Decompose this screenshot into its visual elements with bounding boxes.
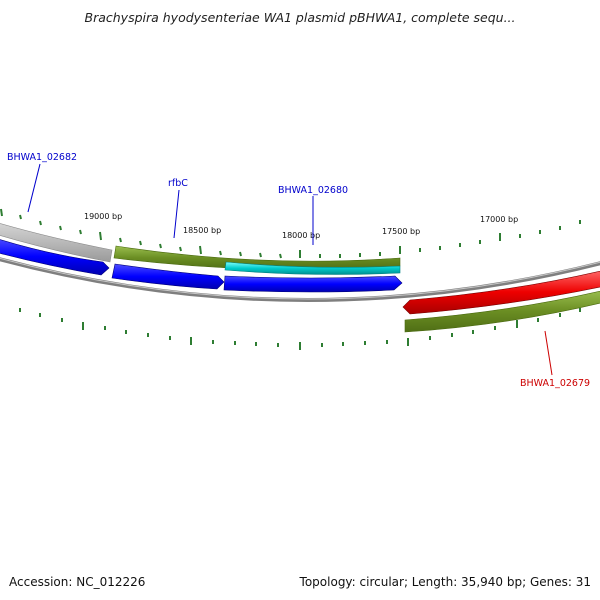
leader-line-rfbc — [173, 189, 180, 239]
gene-label-bhwa1-02680[interactable]: BHWA1_02680 — [278, 185, 348, 196]
leader-line-bhwa1-02679 — [544, 330, 553, 376]
scale-ticks-inner — [19, 308, 581, 350]
backbone-highlight — [0, 257, 600, 300]
gene-arc-cyan[interactable] — [224, 261, 401, 275]
gene-arrow-red[interactable] — [402, 270, 600, 315]
accession-label: Accession: NC_012226 — [9, 575, 146, 589]
gene-arrow-blue-3[interactable] — [223, 275, 403, 293]
scale-label-17000: 17000 bp — [480, 215, 518, 224]
gene-arrow-blue-2[interactable] — [111, 263, 225, 290]
backbone-circle — [0, 257, 600, 303]
scale-label-17500: 17500 bp — [382, 227, 420, 236]
map-title: Brachyspira hyodysenteriae WA1 plasmid p… — [84, 10, 516, 25]
gene-arrow-blue-1[interactable] — [0, 238, 110, 276]
topology-summary: Topology: circular; Length: 35,940 bp; G… — [299, 575, 591, 589]
leader-line-bhwa1-02682 — [27, 163, 41, 213]
gene-label-bhwa1-02682[interactable]: BHWA1_02682 — [7, 152, 77, 163]
scale-label-18000: 18000 bp — [282, 231, 320, 240]
scale-ticks-outer — [0, 208, 581, 259]
scale-label-19000: 19000 bp — [84, 212, 122, 221]
gene-arc-green-lower[interactable] — [404, 290, 600, 333]
gene-label-rfbc[interactable]: rfbC — [168, 178, 188, 189]
gene-label-bhwa1-02679[interactable]: BHWA1_02679 — [520, 378, 590, 389]
gene-arc-gray[interactable] — [0, 222, 113, 263]
scale-label-18500: 18500 bp — [183, 226, 221, 235]
